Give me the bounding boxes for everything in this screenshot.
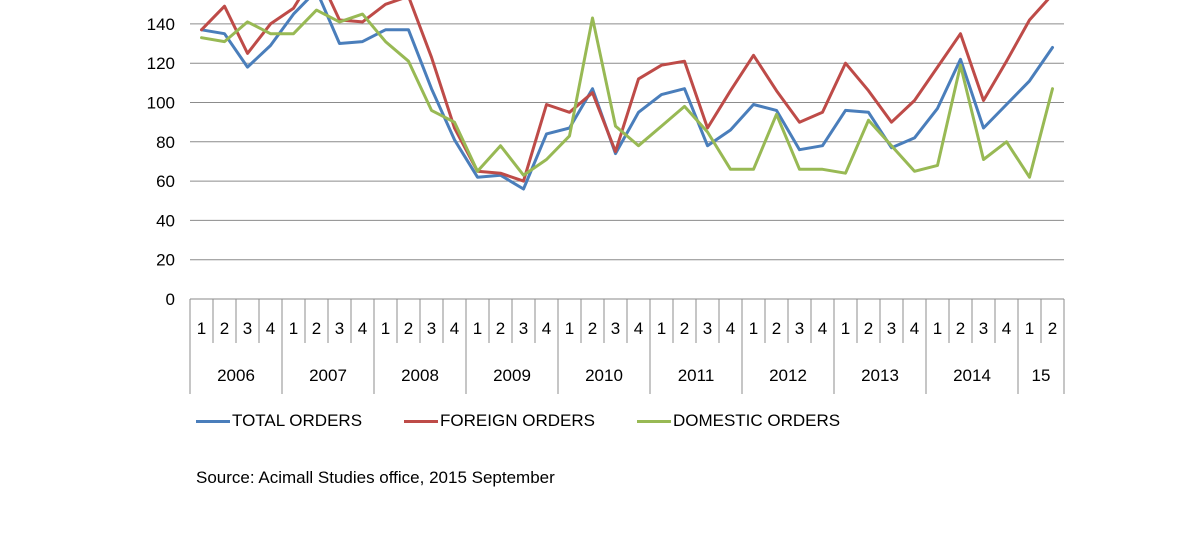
x-tick-quarter: 2 [588,319,597,338]
y-tick-label: 0 [166,290,175,309]
x-tick-quarter: 1 [749,319,758,338]
x-tick-quarter: 3 [335,319,344,338]
x-tick-quarter: 4 [726,319,735,338]
y-tick-label: 20 [156,251,175,270]
x-tick-quarter: 1 [657,319,666,338]
x-tick-year: 2013 [861,366,899,385]
legend-swatch-foreign-orders [404,419,439,423]
series-line-foreign-orders [200,0,1050,183]
legend-item-total-orders: TOTAL ORDERS [196,411,362,431]
x-tick-quarter: 2 [220,319,229,338]
x-tick-quarter: 1 [473,319,482,338]
y-tick-label: 140 [147,15,175,34]
x-tick-quarter: 1 [289,319,298,338]
legend-label-domestic-orders: DOMESTIC ORDERS [672,411,841,430]
x-tick-quarter: 4 [358,319,367,338]
x-tick-quarter: 1 [841,319,850,338]
legend-item-foreign-orders: FOREIGN ORDERS [404,411,595,431]
x-tick-quarter: 4 [1002,319,1011,338]
x-tick-quarter: 4 [818,319,827,338]
x-tick-quarter: 4 [634,319,643,338]
x-tick-quarter: 2 [864,319,873,338]
x-tick-quarter: 3 [887,319,896,338]
source-note: Source: Acimall Studies office, 2015 Sep… [196,468,555,487]
x-tick-quarter: 4 [910,319,919,338]
legend-swatch-domestic-orders [636,419,671,423]
y-axis-ticks: 0 20 40 60 80 100 120 140 [147,15,175,309]
legend: TOTAL ORDERS FOREIGN ORDERS DOMESTIC ORD… [196,411,882,431]
x-tick-year: 2014 [953,366,991,385]
x-tick-quarter: 2 [956,319,965,338]
x-tick-year: 2012 [769,366,807,385]
y-tick-label: 120 [147,54,175,73]
x-tick-quarter: 1 [381,319,390,338]
x-tick-quarter: 4 [542,319,551,338]
gridlines [190,23,1064,300]
legend-swatch-total-orders [196,419,230,423]
x-tick-quarter: 3 [519,319,528,338]
x-tick-year: 2009 [493,366,531,385]
x-tick-quarter: 3 [611,319,620,338]
y-tick-label: 40 [156,211,175,230]
legend-label-foreign-orders: FOREIGN ORDERS [440,411,595,430]
x-tick-year: 2010 [585,366,623,385]
x-tick-quarter: 1 [565,319,574,338]
x-tick-quarter: 3 [243,319,252,338]
x-tick-year: 2007 [309,366,347,385]
legend-label-total-orders: TOTAL ORDERS [232,411,363,430]
x-tick-quarter: 1 [933,319,942,338]
x-tick-quarter: 3 [979,319,988,338]
x-tick-year: 2008 [401,366,439,385]
y-tick-label: 60 [156,172,175,191]
x-tick-quarter: 3 [795,319,804,338]
x-tick-quarter: 3 [427,319,436,338]
series-line-total-orders [200,0,1054,191]
series-line-domestic-orders [200,8,1054,179]
x-tick-quarter: 2 [312,319,321,338]
x-tick-quarter: 4 [266,319,275,338]
x-tick-quarter: 1 [1025,319,1034,338]
x-tick-quarter: 2 [404,319,413,338]
x-tick-quarter: 1 [197,319,206,338]
legend-item-domestic-orders: DOMESTIC ORDERS [636,411,841,431]
y-tick-label: 100 [147,94,175,113]
x-axis: 1 2 3 4 1 2 3 4 1 2 3 4 1 2 3 4 1 2 3 4 1 2 3 4 1 2 3 4 1 2 3 4 1 2 3 4 1 220… [189,299,1065,394]
x-tick-quarter: 3 [703,319,712,338]
series-lines [200,0,1054,191]
y-tick-label: 80 [156,133,175,152]
x-tick-quarter: 2 [772,319,781,338]
x-tick-quarter: 2 [496,319,505,338]
x-tick-quarter: 2 [1048,319,1057,338]
x-tick-year: 15 [1032,366,1051,385]
x-tick-quarter: 2 [680,319,689,338]
x-tick-year: 2006 [217,366,255,385]
x-tick-year: 2011 [678,366,715,385]
x-tick-quarter: 4 [450,319,459,338]
